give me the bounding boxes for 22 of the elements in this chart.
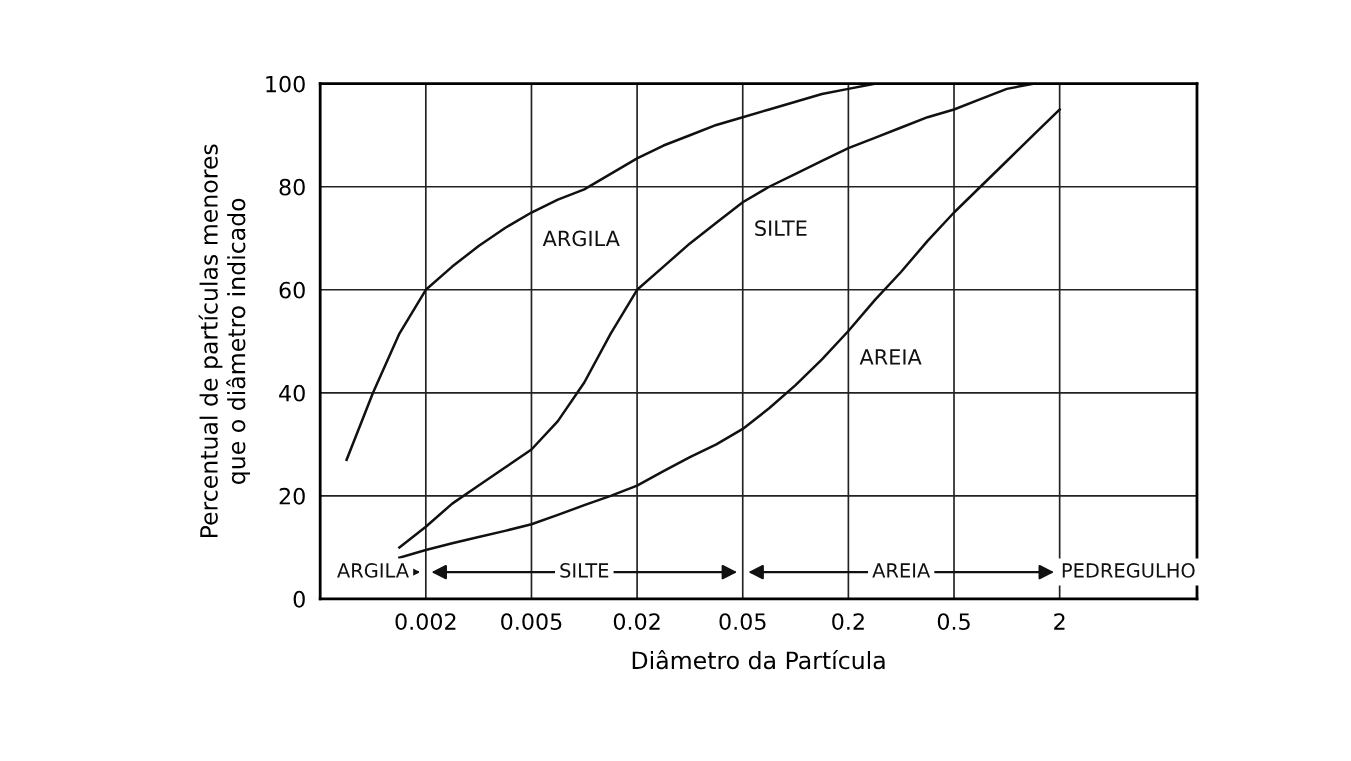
series-label: SILTE: [755, 220, 807, 237]
x-tick-label: 0.02: [613, 613, 660, 630]
x-axis-title: Diâmetro da Partícula: [632, 650, 885, 670]
annotation: AREIA: [872, 563, 931, 578]
x-tick-label: 2: [1054, 613, 1065, 630]
y-tick-label: 100: [266, 75, 305, 93]
x-tick-label: 0.05: [719, 613, 766, 630]
y-tick-label: 0: [293, 590, 305, 608]
x-tick-label: 0.005: [501, 613, 562, 630]
series-label: AREIA: [859, 349, 922, 365]
series-label: ARGILA: [542, 230, 620, 247]
y-axis-title: Percentual de partículas menores que o diâmetro indicado: [198, 144, 250, 538]
annotation: SILTE: [560, 563, 609, 578]
y-tick-label: 40: [279, 384, 305, 402]
annotation: ARGILA: [337, 563, 409, 578]
annotation: PEDREGULHO: [1062, 563, 1195, 578]
x-tick-label: 0.2: [832, 613, 864, 630]
x-tick-label: 0.5: [937, 613, 970, 630]
y-tick-label: 60: [279, 281, 305, 299]
y-tick-label: 20: [279, 487, 305, 505]
x-tick-label: 0.002: [395, 613, 456, 630]
y-tick-label: 80: [279, 178, 305, 196]
